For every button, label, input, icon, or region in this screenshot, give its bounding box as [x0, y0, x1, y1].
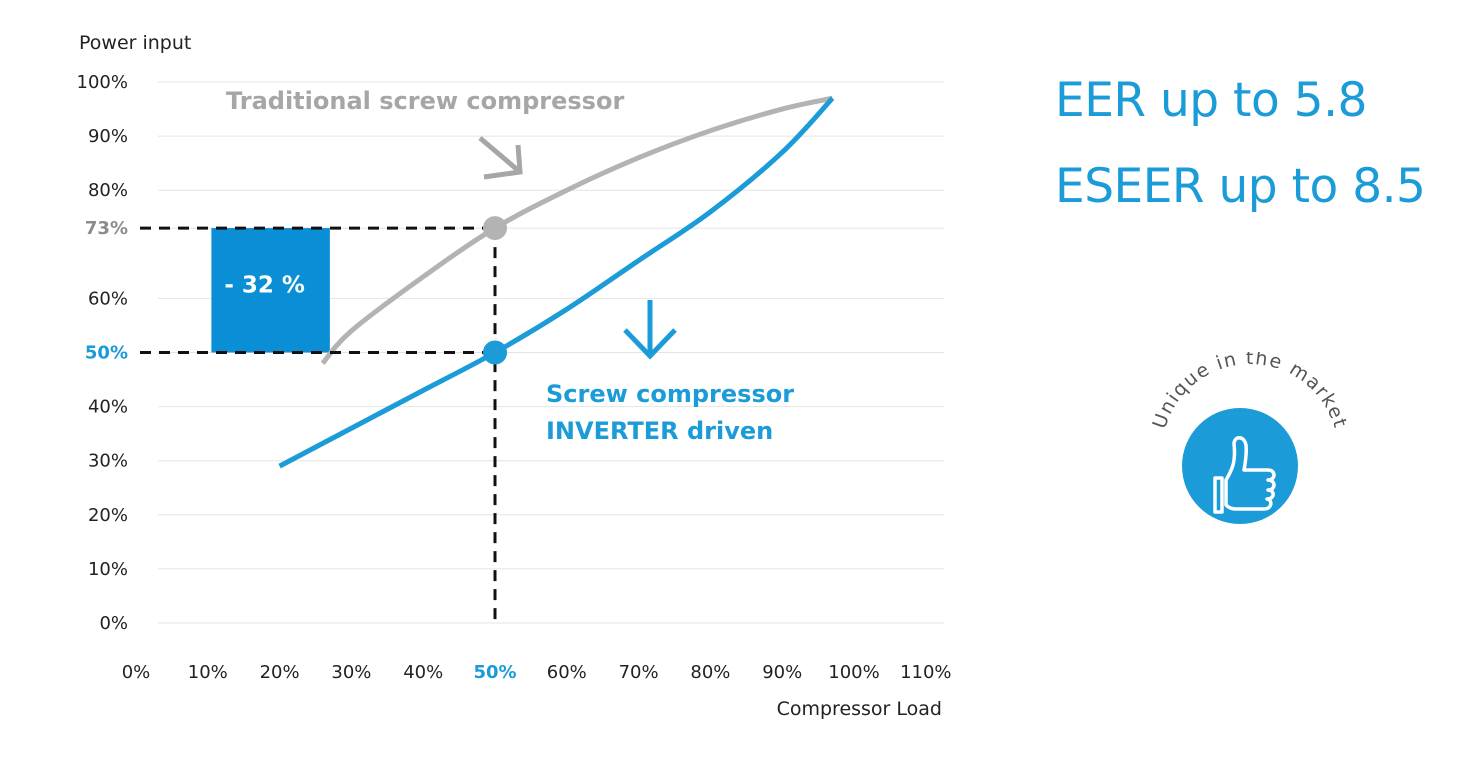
y-tick-label: 0% [99, 613, 128, 634]
series-labels: Traditional screw compressor Screw compre… [226, 87, 794, 445]
y-tick-label: 60% [88, 288, 128, 309]
x-axis-title: Compressor Load [777, 698, 942, 720]
series-lines [278, 95, 835, 469]
x-tick-label: 110% [900, 662, 951, 683]
inverter-series-label: INVERTER driven [546, 417, 773, 445]
guide-lines [140, 226, 497, 626]
x-tick-label: 80% [690, 662, 730, 683]
x-tick-label: 0% [122, 662, 151, 683]
down-right-arrow-icon [478, 136, 523, 180]
x-tick-label: 40% [403, 662, 443, 683]
x-tick-label: 10% [188, 662, 228, 683]
highlight-marker [483, 340, 507, 365]
y-tick-label: 80% [88, 180, 128, 201]
y-tick-label: 73% [85, 218, 128, 239]
reduction-label: - 32 % [224, 272, 305, 298]
inverter-series-label: Screw compressor [546, 380, 794, 408]
y-tick-label: 100% [77, 72, 128, 93]
down-arrow-icon [623, 300, 677, 360]
x-tick-label: 60% [547, 662, 587, 683]
y-tick-label: 30% [88, 451, 128, 472]
reduction-box [211, 228, 330, 353]
x-tick-label: 20% [260, 662, 300, 683]
x-tick-labels: 0% 10% 20% 30% 40% 50% 60% 70% 80% 90% 100% 110% [122, 662, 952, 683]
x-tick-label: 100% [828, 662, 879, 683]
x-tick-label: 70% [619, 662, 659, 683]
x-tick-label: 90% [762, 662, 802, 683]
highlight-marker [483, 216, 507, 241]
traditional-series-label: Traditional screw compressor [226, 87, 624, 115]
inverter-series-line [278, 96, 835, 469]
y-axis-title: Power input [79, 32, 191, 54]
eseer-headline: ESEER up to 8.5 [1055, 159, 1426, 214]
headline-block: EER up to 5.8 ESEER up to 8.5 [1055, 58, 1455, 230]
x-tick-label: 30% [331, 662, 371, 683]
y-tick-labels: 0% 10% 20% 30% 40% 50% 60% 73% 80% 90% 100% [77, 72, 128, 634]
y-tick-label: 50% [85, 343, 128, 364]
x-tick-label: 50% [473, 662, 516, 683]
unique-badge: Unique in the market [1148, 352, 1350, 524]
y-tick-label: 90% [88, 126, 128, 147]
highlight-markers [483, 216, 507, 365]
y-tick-label: 20% [88, 505, 128, 526]
eer-headline: EER up to 5.8 [1055, 73, 1367, 128]
y-tick-label: 10% [88, 559, 128, 580]
badge-circle [1182, 408, 1298, 524]
y-tick-label: 40% [88, 397, 128, 418]
traditional-series-line [320, 95, 833, 365]
reduction-annotation: - 32 % [211, 228, 330, 353]
thumbs-up-icon [1213, 436, 1276, 514]
